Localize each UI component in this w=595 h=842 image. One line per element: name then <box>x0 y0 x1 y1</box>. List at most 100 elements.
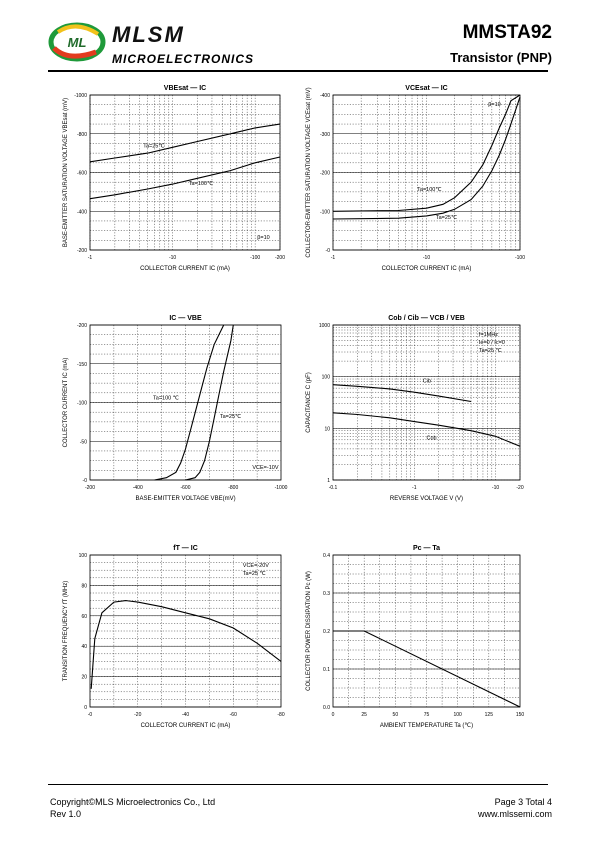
y-tick-label: -150 <box>77 362 87 368</box>
series-label: Ta=25℃ <box>220 414 242 420</box>
series-line-0 <box>332 384 472 403</box>
y-tick-label: -100 <box>320 209 330 215</box>
part-number: MMSTA92 <box>462 22 552 43</box>
chart-annotation: f=1MHz <box>479 332 498 338</box>
plot-frame <box>332 94 521 251</box>
y-tick-label: 0.0 <box>323 705 330 711</box>
y-tick-label: -600 <box>77 171 87 177</box>
y-axis-label: CAPACITANCE C (pF) <box>306 372 312 432</box>
x-tick-label: 25 <box>361 712 367 718</box>
y-axis-label: COLLECTOR POWER DISSIPATION Pc (W) <box>306 571 312 691</box>
series-label: Cob <box>427 436 437 442</box>
x-tick-label: -200 <box>275 255 285 261</box>
x-axis-label: COLLECTOR CURRENT IC (mA) <box>140 266 230 272</box>
x-axis-label: BASE-EMITTER VOLTAGE VBE(mV) <box>135 496 235 502</box>
chart-ic_vbe: -200 -400 -600 -800 -1000 -0 -50 -100 -150 -200 BA… <box>63 315 288 502</box>
chart-title: VBEsat — IC <box>164 85 206 92</box>
x-tick-label: 125 <box>485 712 494 718</box>
x-tick-label: 100 <box>453 712 462 718</box>
x-tick-label: -0 <box>88 712 93 718</box>
y-axis-label: TRANSITION FREQUENCY fT (MHz) <box>63 581 69 681</box>
series-label: Ta=100℃ <box>189 181 214 187</box>
device-type: Transistor (PNP) <box>450 50 552 65</box>
y-tick-label: -0 <box>83 478 88 484</box>
y-tick-label: 1 <box>327 478 330 484</box>
x-tick-label: -40 <box>182 712 189 718</box>
x-tick-label: -20 <box>134 712 141 718</box>
x-tick-label: -800 <box>228 485 238 491</box>
x-tick-label: -1 <box>331 255 336 261</box>
series-label: Ta=100 ℃ <box>153 395 180 401</box>
x-tick-label: -10 <box>423 255 430 261</box>
y-tick-label: -800 <box>77 132 87 138</box>
header-rule <box>48 70 548 72</box>
plot-frame <box>89 94 281 251</box>
series-line-0 <box>90 600 282 689</box>
y-tick-label: 0 <box>84 705 87 711</box>
x-tick-label: -80 <box>277 712 284 718</box>
chart-grid <box>90 555 281 707</box>
x-tick-label: -1 <box>412 485 417 491</box>
y-tick-label: 0.1 <box>323 667 330 673</box>
x-tick-label: -1 <box>88 255 93 261</box>
x-tick-label: -100 <box>515 255 525 261</box>
y-axis-label: BASE-EMITTER SATURATION VOLTAGE VBEsat (… <box>63 98 69 247</box>
x-tick-label: -60 <box>230 712 237 718</box>
chart-annotation: Ie=0 / Ic=0 <box>479 340 505 346</box>
website-link[interactable]: www.mlssemi.com <box>477 809 552 819</box>
x-axis-label: COLLECTOR CURRENT IC (mA) <box>382 266 472 272</box>
y-tick-label: -300 <box>320 132 330 138</box>
y-tick-label: 80 <box>81 583 87 589</box>
x-tick-label: -600 <box>180 485 190 491</box>
chart-title: Pc — Ta <box>413 545 440 552</box>
x-tick-label: -10 <box>169 255 176 261</box>
x-axis-label: COLLECTOR CURRENT IC (mA) <box>141 723 231 729</box>
y-tick-label: 100 <box>322 375 331 381</box>
x-tick-label: 150 <box>516 712 525 718</box>
svg-text:ML: ML <box>68 35 87 50</box>
y-tick-label: -200 <box>77 248 87 254</box>
chart-annotation: β=10 <box>257 235 270 241</box>
y-tick-label: 1000 <box>319 323 330 329</box>
chart-vcesat: -1 -10 -100 -0 -100 -200 -300 -400 COLLECTOR CUR… <box>306 85 525 272</box>
copyright-text: Copyright©MLS Microelectronics Co., Ltd <box>50 797 216 807</box>
series-line-0 <box>89 123 281 163</box>
x-tick-label: 0 <box>332 712 335 718</box>
chart-title: fT — IC <box>173 545 198 552</box>
y-tick-label: 0.2 <box>323 629 330 635</box>
chart-title: VCEsat — IC <box>405 85 447 92</box>
plot-frame <box>89 554 282 708</box>
chart-annotation: VCE=-10V <box>252 465 278 471</box>
x-axis-label: AMBIENT TEMPERATURE Ta (℃) <box>380 723 473 729</box>
series-label: Cib <box>423 378 431 384</box>
series-line-0 <box>333 630 521 708</box>
footer-rule <box>48 784 548 785</box>
series-line-1 <box>89 156 281 200</box>
series-line-0 <box>154 324 225 481</box>
x-tick-label: -20 <box>516 485 523 491</box>
plot-frame <box>332 324 521 481</box>
y-tick-label: -1000 <box>74 93 87 99</box>
y-tick-label: 10 <box>324 426 330 432</box>
series-label: Ta=25℃ <box>436 215 458 221</box>
y-tick-label: 20 <box>81 675 87 681</box>
y-tick-label: -100 <box>77 401 87 407</box>
x-tick-label: -200 <box>85 485 95 491</box>
series-line-1 <box>185 324 234 481</box>
chart-annotation: β=10 <box>488 102 501 108</box>
x-axis-label: REVERSE VOLTAGE V (V) <box>390 496 463 502</box>
chart-vbesat: -1 -10 -100 -200 -200 -400 -600 -800 -1000 COLLEC… <box>63 85 285 272</box>
company-logo: ML <box>48 22 106 62</box>
x-tick-label: -100 <box>250 255 260 261</box>
chart-cap: -0.1 -1 -10 -20 1 10 100 1000 REVERSE VOLTAGE V … <box>306 315 524 502</box>
y-tick-label: 100 <box>79 553 88 559</box>
x-tick-label: 50 <box>393 712 399 718</box>
brand-subtitle: MICROELECTRONICS <box>112 52 254 66</box>
series-line-1 <box>332 412 521 447</box>
y-tick-label: -0 <box>326 248 331 254</box>
series-line-1 <box>332 96 521 220</box>
x-tick-label: -10 <box>492 485 499 491</box>
x-tick-label: -400 <box>133 485 143 491</box>
chart-annotation: VCE=-20V <box>243 563 269 569</box>
